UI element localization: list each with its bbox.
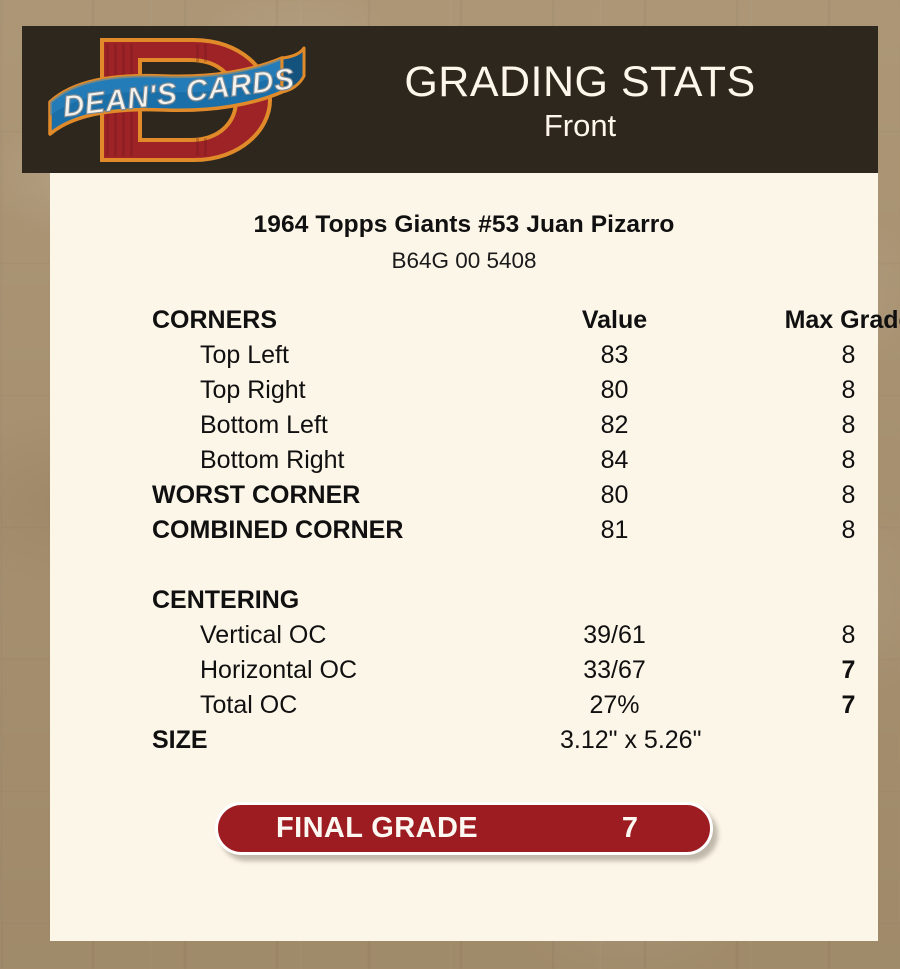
deans-cards-logo[interactable]: DEAN'S CARDS xyxy=(44,30,312,170)
row-value: 80 xyxy=(600,481,629,509)
table-row: Vertical OC 39/61 8 xyxy=(50,618,900,653)
final-grade-value: 7 xyxy=(621,812,638,844)
row-label: Bottom Left xyxy=(200,411,328,439)
row-value: 80 xyxy=(600,376,629,404)
row-max-grade: 8 xyxy=(841,376,856,404)
table-row: Bottom Right 84 8 xyxy=(50,443,900,478)
card-title: 1964 Topps Giants #53 Juan Pizarro xyxy=(253,211,675,238)
page-subtitle: Front xyxy=(543,107,617,143)
row-value: 84 xyxy=(600,446,629,474)
row-label: Top Left xyxy=(200,341,289,369)
final-grade-label: FINAL GRADE xyxy=(276,812,479,844)
row-label: Total OC xyxy=(200,691,298,719)
row-max-grade: 8 xyxy=(841,621,856,649)
column-header-value: Value xyxy=(581,306,648,334)
card-size-value: 3.12" x 5.26" xyxy=(560,726,702,754)
table-row: Horizontal OC 33/67 7 xyxy=(50,653,900,688)
row-max-grade: 8 xyxy=(841,446,856,474)
row-max-grade: 8 xyxy=(841,411,856,439)
row-value: 39/61 xyxy=(583,621,646,649)
row-label: Bottom Right xyxy=(200,446,345,474)
corners-section-header: CORNERS xyxy=(152,306,278,334)
row-label: WORST CORNER xyxy=(152,481,361,509)
grading-stats-panel: 1964 Topps Giants #53 Juan Pizarro B64G … xyxy=(50,173,900,941)
row-value: 81 xyxy=(600,516,629,544)
row-value: 33/67 xyxy=(583,656,646,684)
combined-corner-row: COMBINED CORNER 81 8 xyxy=(50,513,900,548)
header-title-block: GRADING STATS Front xyxy=(312,57,848,145)
centering-section-header: CENTERING xyxy=(152,586,300,614)
row-max-grade: 8 xyxy=(841,481,856,509)
row-value: 82 xyxy=(600,411,629,439)
centering-header-row: CENTERING xyxy=(50,583,900,618)
table-header-row: CORNERS Value Max Grade xyxy=(50,303,900,338)
final-grade-badge: FINAL GRADE 7 xyxy=(215,802,713,855)
row-max-grade: 7 xyxy=(841,656,856,684)
column-header-max-grade: Max Grade xyxy=(784,306,900,334)
page-title: GRADING STATS xyxy=(404,57,756,106)
row-label: SIZE xyxy=(152,726,208,754)
table-row: Top Left 83 8 xyxy=(50,338,900,373)
row-max-grade: 7 xyxy=(841,691,856,719)
row-max-grade: 8 xyxy=(841,516,856,544)
row-label: Horizontal OC xyxy=(200,656,357,684)
grading-stats-table: CORNERS Value Max Grade Top Left 83 8 To… xyxy=(50,303,900,758)
table-spacer xyxy=(50,548,900,583)
row-label: Vertical OC xyxy=(200,621,327,649)
row-label: COMBINED CORNER xyxy=(152,516,404,544)
page-header: DEAN'S CARDS GRADING STATS Front xyxy=(22,26,878,173)
table-row: Total OC 27% 7 xyxy=(50,688,900,723)
size-row: SIZE 3.12" x 5.26" xyxy=(50,723,900,758)
worst-corner-row: WORST CORNER 80 8 xyxy=(50,478,900,513)
row-max-grade: 8 xyxy=(841,341,856,369)
deans-cards-logo-icon: DEAN'S CARDS xyxy=(48,37,306,162)
row-label: Top Right xyxy=(200,376,306,404)
card-serial-number: B64G 00 5408 xyxy=(391,248,537,273)
row-value: 27% xyxy=(589,691,640,719)
table-row: Top Right 80 8 xyxy=(50,373,900,408)
table-row: Bottom Left 82 8 xyxy=(50,408,900,443)
row-value: 83 xyxy=(600,341,629,369)
final-grade-section: FINAL GRADE 7 xyxy=(50,802,878,855)
